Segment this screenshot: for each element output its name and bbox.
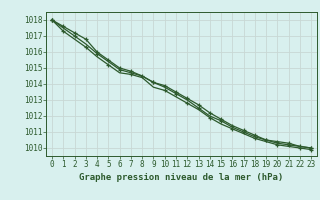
X-axis label: Graphe pression niveau de la mer (hPa): Graphe pression niveau de la mer (hPa) bbox=[79, 173, 284, 182]
